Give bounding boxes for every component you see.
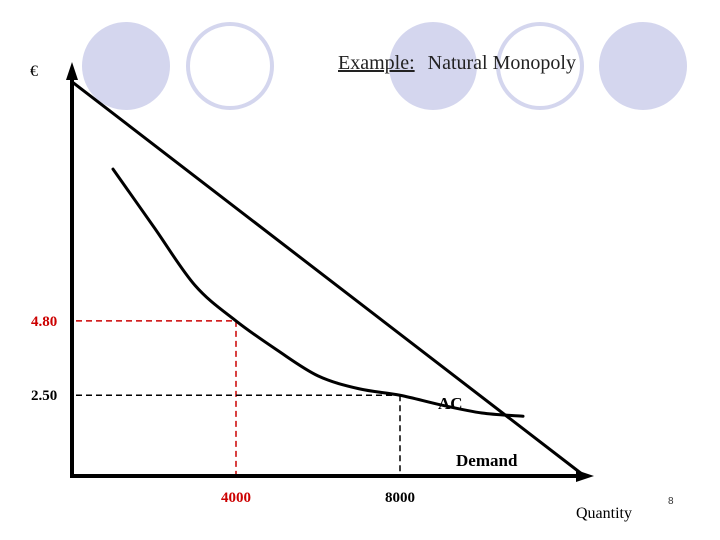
- x-tick-labels: 4000 8000: [221, 490, 415, 506]
- decor-circle-5: [599, 22, 687, 110]
- curves: [70, 80, 586, 478]
- series-label-ac: AC: [438, 394, 463, 413]
- y-axis-arrow: [66, 62, 78, 80]
- slide-page-number: 8: [668, 496, 674, 507]
- series-line-demand: [70, 80, 586, 478]
- title-underlined-part: Example:: [338, 52, 415, 74]
- x-axis-label: Quantity: [576, 505, 632, 522]
- reference-lines: [76, 320, 401, 476]
- y-tick-labels: 4.80 2.50: [31, 314, 57, 404]
- y-axis-label: €: [30, 63, 38, 80]
- decorative-circles: [82, 22, 687, 110]
- series-label-demand: Demand: [456, 451, 518, 470]
- x-tick-label-0: 4000: [221, 490, 251, 506]
- x-axis-arrow: [576, 470, 594, 482]
- decor-circle-1: [82, 22, 170, 110]
- y-tick-label-1: 2.50: [31, 388, 57, 404]
- decor-circle-2: [186, 22, 274, 110]
- y-tick-label-0: 4.80: [31, 314, 57, 330]
- slide-title: Example: Natural Monopoly: [338, 52, 576, 74]
- decor-circle-3: [389, 22, 477, 110]
- series-line-ac: [111, 167, 525, 418]
- decor-circle-4: [496, 22, 584, 110]
- title-rest-part: Natural Monopoly: [428, 52, 576, 74]
- x-tick-label-1: 8000: [385, 490, 415, 506]
